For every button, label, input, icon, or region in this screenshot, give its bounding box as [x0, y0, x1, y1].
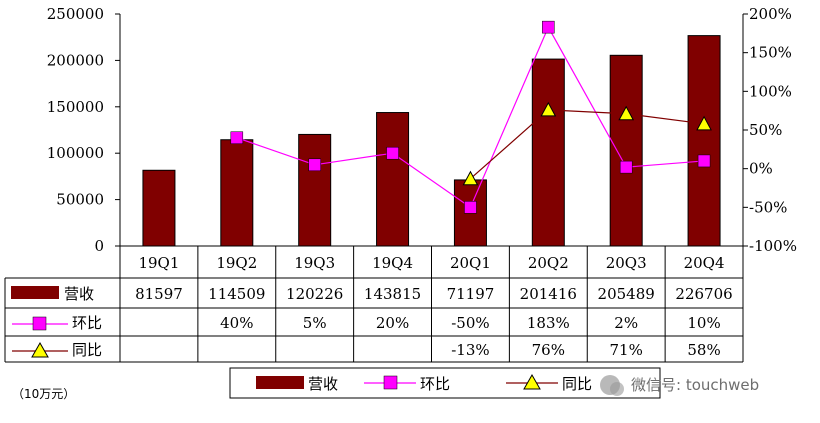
right-tick-label: 150%	[749, 44, 792, 62]
legend: 营收 环比 同比	[229, 367, 661, 399]
legend-key-marker-环比	[383, 375, 398, 390]
marker-同比	[618, 105, 635, 121]
right-tick-label: 50%	[749, 121, 782, 139]
data-label: -13%	[451, 341, 489, 359]
data-label: -50%	[451, 314, 489, 332]
unit-note: （10万元）	[12, 387, 75, 401]
row-name: 环比	[72, 314, 102, 332]
category-label: 20Q1	[450, 254, 491, 272]
data-label: 114509	[208, 285, 265, 303]
watermark-text: 微信号: touchweb	[631, 376, 759, 394]
data-label: 40%	[220, 314, 253, 332]
bar-20Q3	[609, 54, 643, 247]
bar-20Q4	[687, 35, 721, 247]
marker-环比	[386, 146, 399, 160]
marker-同比	[540, 101, 557, 117]
row-key-marker-同比	[31, 341, 49, 358]
revenue-bars	[142, 35, 721, 247]
right-tick-label: 200%	[749, 5, 792, 23]
data-label: 58%	[687, 341, 720, 359]
data-label: 143815	[364, 285, 421, 303]
row-key-营收	[11, 286, 59, 299]
data-label: 183%	[527, 314, 570, 332]
marker-环比	[542, 20, 555, 34]
bar-19Q1	[142, 169, 176, 247]
marker-环比	[697, 154, 711, 168]
data-table: 19Q1 19Q2 19Q3 19Q4 20Q1 20Q2 20Q3 20Q4 营收 81597 1…	[4, 245, 744, 363]
category-label: 19Q1	[138, 254, 179, 272]
data-label: 10%	[687, 314, 720, 332]
bar-20Q2	[531, 58, 565, 247]
row-key-marker-环比	[32, 316, 47, 331]
legend-label: 同比	[562, 375, 592, 393]
category-label: 20Q2	[528, 254, 569, 272]
right-tick-label: -50%	[749, 198, 787, 216]
line-同比	[470, 109, 705, 180]
left-tick-label: 100000	[47, 144, 104, 162]
marker-同比	[696, 115, 712, 131]
bar-19Q4	[376, 112, 410, 247]
left-tick-label: 0	[94, 237, 104, 255]
marker-环比	[619, 160, 633, 174]
legend-label: 环比	[420, 375, 450, 393]
data-label: 2%	[614, 314, 638, 332]
right-tick-label: 100%	[749, 82, 792, 100]
category-label: 20Q4	[684, 254, 725, 272]
left-tick-label: 200000	[47, 51, 104, 69]
legend-label: 营收	[308, 375, 338, 393]
marker-环比	[308, 158, 321, 172]
data-label: 205489	[598, 285, 655, 303]
data-label: 5%	[303, 314, 327, 332]
category-label: 19Q2	[216, 254, 257, 272]
marker-同比	[462, 170, 479, 186]
marker-环比	[464, 201, 477, 214]
axes: 0 50000 100000 150000 200000 250000 -100% -50% 0…	[47, 5, 797, 255]
left-tick-label: 250000	[47, 5, 104, 23]
data-label: 20%	[376, 314, 409, 332]
data-label: 71197	[447, 285, 495, 303]
data-label: 201416	[520, 285, 577, 303]
left-tick-label: 50000	[56, 191, 104, 209]
right-tick-label: -100%	[749, 237, 797, 255]
data-label: 76%	[532, 341, 565, 359]
category-label: 20Q3	[606, 254, 647, 272]
legend-key-营收	[256, 376, 304, 389]
data-label: 120226	[286, 285, 343, 303]
category-label: 19Q4	[372, 254, 413, 272]
row-name: 同比	[72, 341, 102, 359]
data-label: 226706	[675, 285, 732, 303]
left-tick-label: 150000	[47, 98, 104, 116]
data-label: 81597	[135, 285, 183, 303]
watermark: 微信号: touchweb	[600, 375, 759, 396]
category-label: 19Q3	[294, 254, 335, 272]
marker-环比	[230, 131, 244, 144]
row-name: 营收	[64, 285, 94, 303]
line-series	[230, 20, 712, 214]
bar-19Q3	[298, 133, 332, 247]
bar-19Q2	[220, 139, 254, 247]
data-label: 71%	[610, 341, 643, 359]
legend-key-marker-同比	[523, 373, 541, 390]
right-tick-label: 0%	[749, 160, 773, 178]
